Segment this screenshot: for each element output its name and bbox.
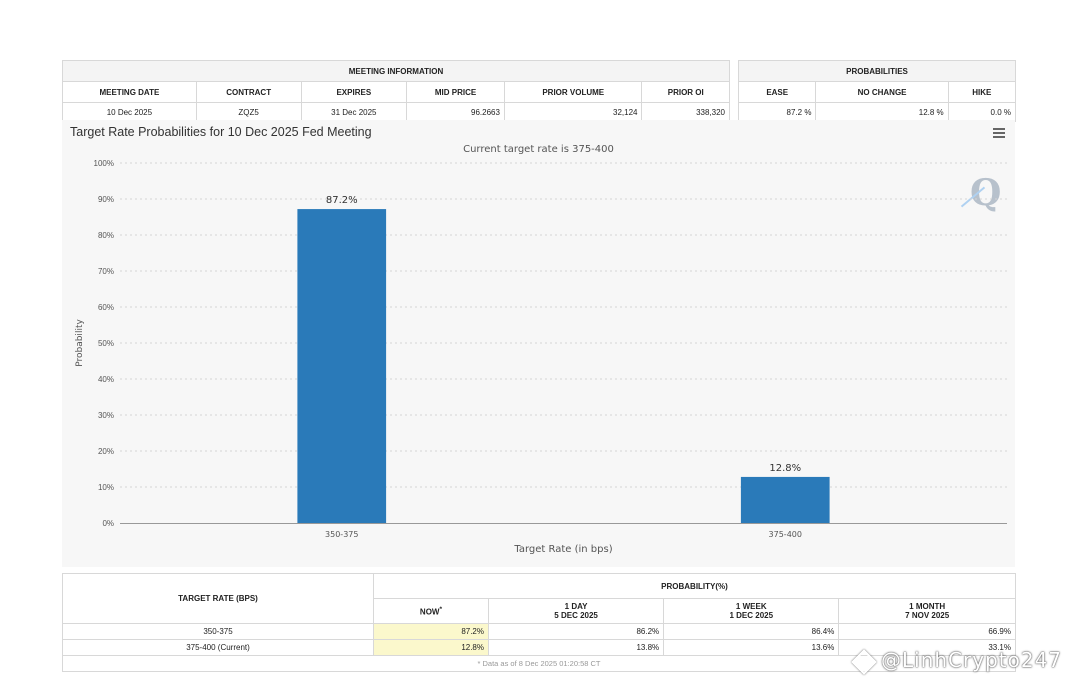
prior-volume-value: 32,124 — [503, 102, 643, 122]
x-tick-label: 375-400 — [769, 530, 802, 539]
bar-chart: 0% 10% 20% 30% 40% 50% 60% 70% 80% 90% 100% 87.2% 35… — [75, 159, 1007, 555]
col-1-month: 1 MONTH 7 NOV 2025 — [838, 598, 1016, 624]
chart-title: Target Rate Probabilities for 10 Dec 202… — [70, 125, 372, 139]
y-tick-label: 70% — [98, 267, 114, 276]
y-tick-label: 50% — [98, 339, 114, 348]
header-prior-oi: PRIOR OI — [641, 81, 730, 103]
meeting-date-value: 10 Dec 2025 — [62, 102, 197, 122]
row-value-1-day: 86.2% — [487, 623, 665, 640]
header-prior-volume: PRIOR VOLUME — [503, 81, 643, 103]
row-value-1-week: 13.6% — [663, 639, 840, 656]
meeting-info-title: MEETING INFORMATION — [62, 60, 730, 82]
contract-value: ZQZ5 — [195, 102, 302, 122]
y-tick-label: 40% — [98, 375, 114, 384]
col-1-week-label: 1 WEEK — [735, 602, 767, 611]
expires-value: 31 Dec 2025 — [300, 102, 408, 122]
chart-subtitle: Current target rate is 375-400 — [463, 144, 614, 155]
binance-square-icon — [851, 648, 877, 675]
hike-value: 0.0 % — [947, 102, 1017, 122]
y-tick-label: 0% — [102, 519, 114, 528]
bar — [297, 209, 387, 523]
header-expires: EXPIRES — [300, 81, 408, 103]
meeting-info-table: MEETING INFORMATION MEETING DATE CONTRAC… — [62, 60, 730, 122]
data-label: 87.2% — [326, 195, 358, 206]
row-value-now: 12.8% — [373, 639, 489, 656]
col-1-day-label: 1 DAY — [564, 602, 588, 611]
y-tick-label: 80% — [98, 231, 114, 240]
header-contract: CONTRACT — [195, 81, 302, 103]
row-rate: 350-375 — [62, 623, 374, 640]
col-1-day-date: 5 DEC 2025 — [554, 611, 598, 620]
table-row: 375-400 (Current) 12.8% 13.8% 13.6% 33.1… — [62, 639, 1016, 656]
col-now-sup: * — [439, 605, 443, 613]
y-tick-label: 10% — [98, 483, 114, 492]
col-1-month-date: 7 NOV 2025 — [905, 611, 950, 620]
y-tick-label: 60% — [98, 303, 114, 312]
y-tick-label: 30% — [98, 411, 114, 420]
row-rate: 375-400 (Current) — [62, 639, 374, 656]
col-now-label: NOW — [419, 607, 440, 617]
no-change-value: 12.8 % — [815, 102, 949, 122]
col-1-week: 1 WEEK 1 DEC 2025 — [663, 598, 840, 624]
x-tick-label: 350-375 — [325, 530, 358, 539]
col-1-week-date: 1 DEC 2025 — [729, 611, 774, 620]
header-mid-price: MID PRICE — [406, 81, 505, 103]
header-no-change: NO CHANGE — [815, 81, 949, 103]
data-timestamp-footnote: * Data as of 8 Dec 2025 01:20:58 CT — [62, 655, 1016, 672]
data-label: 12.8% — [769, 463, 801, 474]
prior-oi-value: 338,320 — [641, 102, 730, 122]
y-tick-label: 100% — [94, 159, 114, 168]
probabilities-table: PROBABILITIES EASE NO CHANGE HIKE 87.2 %… — [737, 60, 1017, 122]
mid-price-value: 96.2663 — [406, 102, 505, 122]
quikstrike-logo-icon: Q — [970, 172, 1002, 214]
row-value-1-week: 86.4% — [663, 623, 840, 640]
row-value-now: 87.2% — [373, 623, 489, 640]
x-axis-title: Target Rate (in bps) — [513, 544, 612, 555]
probability-history-table: TARGET RATE (BPS) PROBABILITY(%) NOW* 1 … — [62, 573, 1016, 672]
header-hike: HIKE — [947, 81, 1017, 103]
header-ease: EASE — [737, 81, 817, 103]
chart-panel: Target Rate Probabilities for 10 Dec 202… — [62, 120, 1015, 567]
table-row: 350-375 87.2% 86.2% 86.4% 66.9% — [62, 623, 1016, 640]
row-value-1-month: 66.9% — [838, 623, 1016, 640]
probabilities-title: PROBABILITIES — [738, 60, 1016, 82]
watermark-text: @LinhCrypto247 — [881, 648, 1063, 672]
header-meeting-date: MEETING DATE — [62, 81, 197, 103]
col-now: NOW* — [373, 598, 489, 624]
y-tick-label: 90% — [98, 195, 114, 204]
bar — [740, 476, 830, 523]
target-rate-header: TARGET RATE (BPS) — [62, 573, 374, 624]
col-1-day: 1 DAY 5 DEC 2025 — [487, 598, 665, 624]
watermark: @LinhCrypto247 — [851, 648, 1063, 675]
row-value-1-day: 13.8% — [487, 639, 665, 656]
y-axis-title: Probability — [75, 319, 85, 367]
chart-menu-icon[interactable] — [993, 128, 1005, 138]
probability-header: PROBABILITY(%) — [373, 573, 1016, 599]
ease-value: 87.2 % — [737, 102, 817, 122]
col-1-month-label: 1 MONTH — [909, 602, 946, 611]
y-tick-label: 20% — [98, 447, 114, 456]
